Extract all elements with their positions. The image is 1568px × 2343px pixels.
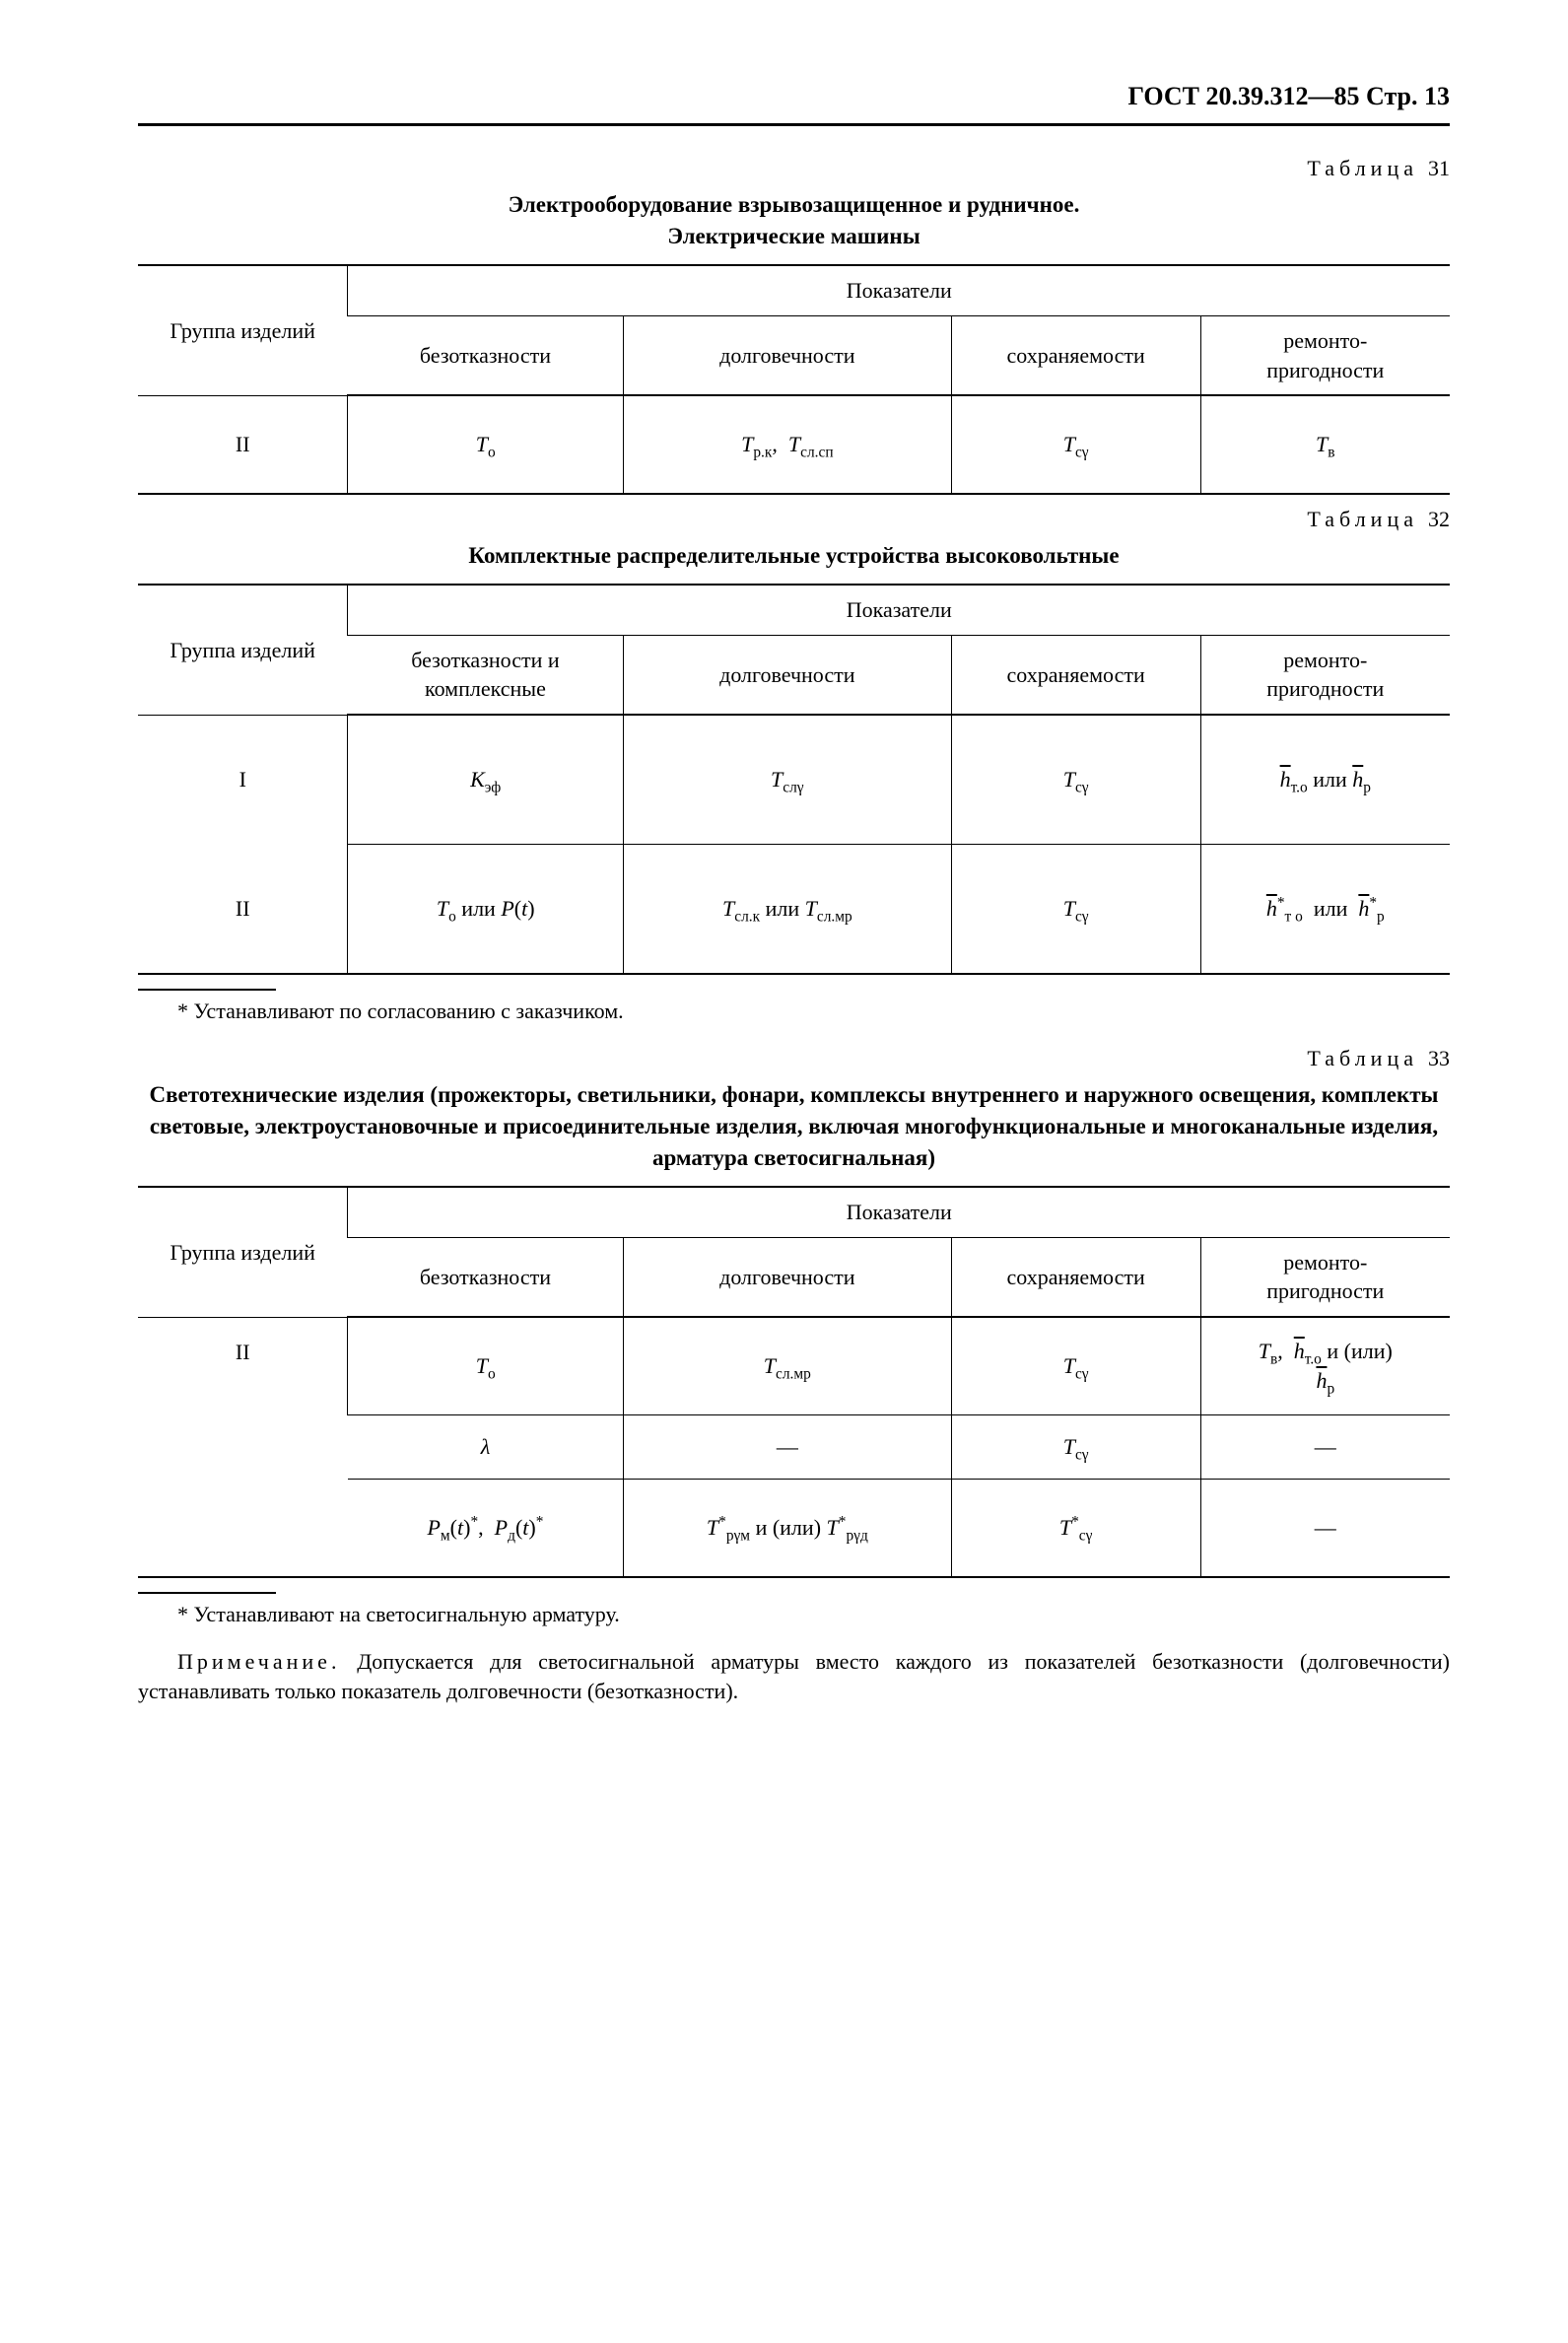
table31: Группа изделий Показатели безотказности … [138,264,1450,495]
th-indicators: Показатели [348,585,1450,635]
page-header: ГОСТ 20.39.312—85 Стр. 13 [138,79,1450,126]
th-storability: сохраняемости [951,1237,1200,1317]
note-paragraph: Примечание. Допускается для светосигналь… [138,1647,1450,1705]
th-indicators: Показатели [348,265,1450,315]
th-reliability: безотказности и комплексные [348,635,624,715]
th-durability: долговечности [623,315,951,395]
th-group: Группа изделий [138,1187,348,1317]
th-group: Группа изделий [138,585,348,715]
table32-footnote: * Устанавливают по согласованию с заказч… [138,997,1450,1026]
th-maintainability: ремонто- пригодности [1200,635,1450,715]
th-reliability: безотказности [348,1237,624,1317]
th-durability: долговечности [623,635,951,715]
table33-footnote: * Устанавливают на светосигнальную армат… [138,1600,1450,1629]
table-row: I Kэф Tслγ Tсγ hт.о или hр [138,715,1450,845]
table33-title: Светотехнические изделия (прожекторы, св… [138,1079,1450,1175]
table-row: II Tо или P(t) Tсл.к или Tсл.мр Tсγ h*т … [138,845,1450,975]
table32: Группа изделий Показатели безотказности … [138,584,1450,975]
footnote-rule [138,1592,276,1594]
th-indicators: Показатели [348,1187,1450,1237]
table-row: II Tо Tсл.мр Tсγ Tв, hт.о и (или)hр [138,1317,1450,1415]
th-storability: сохраняемости [951,315,1200,395]
th-maintainability: ремонто- пригодности [1200,315,1450,395]
table33-label: Таблица33 [138,1044,1450,1073]
footnote-rule [138,989,276,991]
th-reliability: безотказности [348,315,624,395]
table-row: II Tо Tр.к, Tсл.сп Tсγ Tв [138,395,1450,494]
table32-title: Комплектные распределительные устройства… [138,540,1450,572]
th-durability: долговечности [623,1237,951,1317]
th-maintainability: ремонто- пригодности [1200,1237,1450,1317]
th-storability: сохраняемости [951,635,1200,715]
table33: Группа изделий Показатели безотказности … [138,1186,1450,1578]
table32-label: Таблица32 [138,505,1450,534]
table31-label: Таблица31 [138,154,1450,183]
th-group: Группа изделий [138,265,348,395]
table31-title: Электрооборудование взрывозащищенное и р… [138,189,1450,252]
